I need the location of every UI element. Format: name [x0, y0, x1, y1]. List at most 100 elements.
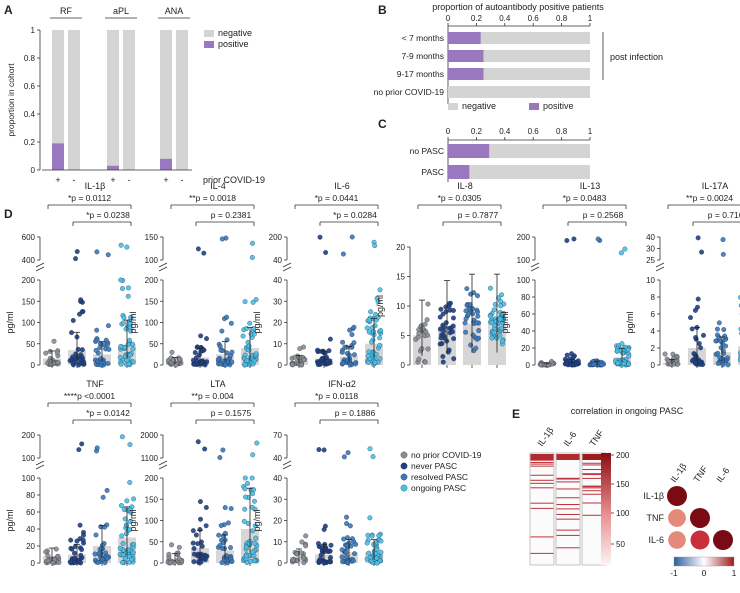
- panel-d-data-point: [372, 359, 378, 365]
- panel-e-corr-circle: [690, 508, 710, 528]
- panel-e-heatmap-cell: [582, 454, 606, 460]
- panel-d-data-point: [215, 357, 221, 363]
- panel-d-data-point: [229, 359, 235, 365]
- panel-d-data-point: [692, 307, 698, 313]
- panel-e-heatmap-cell: [582, 490, 606, 492]
- panel-d-data-point: [316, 447, 322, 453]
- panel-d-data-point: [721, 327, 727, 333]
- panel-d-data-point: [70, 317, 76, 323]
- panel-d-data-point: [321, 447, 327, 453]
- panel-d-data-point: [190, 528, 196, 534]
- panel-d-data-point: [50, 560, 56, 566]
- panel-d-title: LTA: [210, 379, 225, 389]
- panel-b-category-label: 9-17 months: [397, 69, 444, 79]
- panel-d-data-point: [369, 339, 374, 345]
- panel-d-data-point: [591, 362, 597, 367]
- panel-d-data-point: [219, 328, 225, 334]
- panel-d-axis-break: [35, 460, 45, 466]
- panel-b-category-label: 7-9 months: [401, 51, 444, 61]
- panel-d-y-axis-label: pg/ml: [128, 311, 138, 333]
- panel-d-data-point: [422, 321, 428, 327]
- panel-d-y-tick-label: 30: [273, 495, 282, 504]
- panel-d-data-point: [689, 326, 695, 332]
- panel-d-pvalue-2: p = 0.2381: [211, 210, 252, 220]
- panel-d-data-point: [696, 341, 702, 347]
- panel-d-data-point: [204, 336, 209, 342]
- panel-d-data-point: [243, 326, 249, 331]
- panel-d-y-tick-label: 30: [646, 245, 655, 254]
- panel-d-data-point: [440, 354, 446, 359]
- panel-e-corr-circle: [667, 486, 687, 506]
- panel-d-data-point: [371, 329, 376, 335]
- panel-d-data-point: [303, 543, 309, 549]
- panel-d-data-point: [250, 240, 255, 246]
- panel-d-data-point: [377, 287, 383, 293]
- panel-e-colorbar-label: 50: [616, 540, 625, 549]
- panel-d-data-point: [467, 302, 473, 307]
- panel-d-data-point: [377, 342, 383, 348]
- panel-d-pvalue-1: *p = 0.0112: [68, 193, 111, 203]
- panel-d-data-point: [217, 542, 223, 548]
- panel-d-data-point: [697, 361, 703, 367]
- panel-d-data-point: [662, 351, 668, 357]
- panel-e-heatmap-cell: [582, 486, 606, 488]
- panel-b-bar-negative: [448, 86, 590, 98]
- panel-d-data-point: [79, 441, 85, 447]
- panel-e-corr-scale-label: 0: [702, 568, 707, 578]
- panel-d-data-point: [475, 313, 481, 319]
- panel-d-data-point: [173, 362, 179, 368]
- panel-e-corr-scale-label: -1: [670, 568, 678, 578]
- panel-e-heatmap-cell: [530, 454, 554, 460]
- panel-d-data-point: [169, 349, 175, 355]
- panel-d-data-point: [77, 536, 83, 542]
- panel-d-data-point: [119, 434, 125, 440]
- panel-d-data-point: [130, 550, 136, 556]
- panel-d-data-point: [621, 361, 627, 367]
- panel-d-data-point: [129, 556, 135, 562]
- panel-d-data-point: [688, 315, 693, 321]
- panel-d-y-tick-label: 20: [273, 319, 282, 328]
- panel-d-data-point: [301, 560, 307, 566]
- panel-d-data-point: [229, 349, 235, 355]
- panel-d-pvalue-2: *p = 0.0284: [333, 210, 377, 220]
- panel-d-data-point: [202, 557, 208, 563]
- panel-d-data-point: [203, 523, 209, 529]
- panel-d-y-tick-label: 100: [517, 276, 531, 285]
- panel-b-title: proportion of autoantibody positive pati…: [432, 2, 604, 12]
- panel-e-heatmap-cell: [530, 459, 554, 461]
- panel-d-y-tick-label: 200: [517, 233, 531, 242]
- panel-d-data-point: [323, 250, 329, 255]
- panel-d-data-point: [349, 536, 355, 542]
- panel-a-x-tick-label: -: [73, 175, 76, 185]
- panel-d-data-point: [120, 560, 125, 566]
- panel-d-data-point: [125, 285, 131, 291]
- panel-e-heatmap-cell: [556, 547, 580, 549]
- panel-d-y-tick-label: 60: [521, 310, 530, 319]
- panel-d-data-point: [367, 555, 373, 560]
- panel-e-column-label: IL-1β: [535, 425, 555, 448]
- panel-d-data-point: [416, 356, 422, 362]
- panel-d-data-point: [614, 348, 620, 354]
- panel-c-x-tick-label: 0.2: [471, 127, 483, 136]
- panel-d-data-point: [105, 361, 111, 366]
- panel-e-colorbar-label: 100: [616, 509, 630, 518]
- panel-d-legend-marker: [400, 462, 408, 470]
- panel-d-axis-break: [282, 464, 292, 470]
- panel-d-data-point: [70, 360, 76, 366]
- panel-e-heatmap-cell: [582, 477, 606, 479]
- panel-a-y-tick-label: 0: [31, 166, 36, 175]
- panel-d-data-point: [121, 315, 127, 321]
- panel-d-data-point: [487, 313, 493, 319]
- panel-d-data-point: [198, 359, 204, 365]
- panel-d-data-point: [290, 557, 296, 563]
- panel-b-bar-positive: [448, 68, 484, 80]
- panel-d-data-point: [498, 303, 504, 309]
- panel-d-data-point: [243, 553, 249, 559]
- panel-e-heatmap-cell: [530, 479, 554, 481]
- panel-d-data-point: [715, 350, 721, 356]
- panel-d-data-point: [79, 347, 85, 353]
- panel-e-heatmap-cell: [556, 478, 580, 480]
- panel-d-data-point: [48, 359, 54, 364]
- panel-d-data-point: [93, 347, 99, 353]
- panel-c-bar-positive: [448, 165, 470, 179]
